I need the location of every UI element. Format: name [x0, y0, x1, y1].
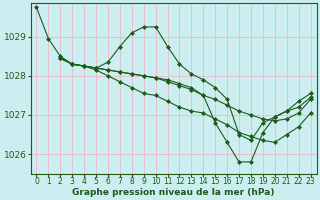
X-axis label: Graphe pression niveau de la mer (hPa): Graphe pression niveau de la mer (hPa): [72, 188, 275, 197]
